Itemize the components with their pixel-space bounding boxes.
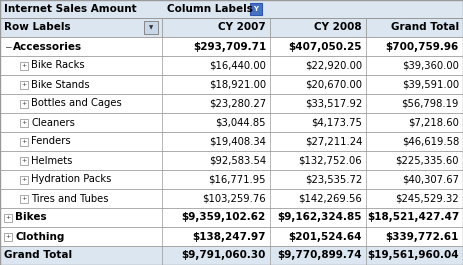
- Text: $40,307.67: $40,307.67: [402, 174, 459, 184]
- Text: +: +: [21, 139, 27, 144]
- Bar: [0, 113, 463, 132]
- Bar: [0, 56, 463, 75]
- Text: Helmets: Helmets: [31, 156, 72, 166]
- Text: $4,173.75: $4,173.75: [311, 117, 362, 127]
- Text: Column Labels: Column Labels: [167, 4, 253, 14]
- Bar: [0, 189, 463, 208]
- Text: +: +: [21, 63, 27, 68]
- Bar: [4, 214, 12, 222]
- Bar: [0, 208, 463, 227]
- Bar: [0, 170, 463, 189]
- Text: $3,044.85: $3,044.85: [215, 117, 266, 127]
- Text: Cleaners: Cleaners: [31, 117, 75, 127]
- Text: $39,591.00: $39,591.00: [402, 80, 459, 90]
- Text: +: +: [21, 158, 27, 163]
- Text: Tires and Tubes: Tires and Tubes: [31, 193, 108, 204]
- Text: $56,798.19: $56,798.19: [401, 99, 459, 108]
- Bar: [0, 227, 463, 246]
- Text: $9,359,102.62: $9,359,102.62: [182, 213, 266, 223]
- Text: $245,529.32: $245,529.32: [395, 193, 459, 204]
- Text: $27,211.24: $27,211.24: [305, 136, 362, 147]
- Text: +: +: [21, 120, 27, 125]
- Text: +: +: [6, 215, 11, 220]
- Text: CY 2007: CY 2007: [218, 23, 266, 33]
- Text: $9,791,060.30: $9,791,060.30: [181, 250, 266, 260]
- Text: Internet Sales Amount: Internet Sales Amount: [4, 4, 137, 14]
- Bar: [20, 81, 28, 89]
- Bar: [144, 21, 158, 34]
- Bar: [250, 3, 262, 15]
- Text: $23,280.27: $23,280.27: [209, 99, 266, 108]
- Bar: [20, 99, 28, 108]
- Text: Bottles and Cages: Bottles and Cages: [31, 99, 122, 108]
- Text: $132,752.06: $132,752.06: [298, 156, 362, 166]
- Text: Fenders: Fenders: [31, 136, 71, 147]
- Text: +: +: [21, 196, 27, 201]
- Text: Hydration Packs: Hydration Packs: [31, 174, 112, 184]
- Bar: [20, 157, 28, 165]
- Bar: [20, 61, 28, 69]
- Text: +: +: [21, 82, 27, 87]
- Bar: [20, 118, 28, 126]
- Bar: [4, 232, 12, 241]
- Text: $33,517.92: $33,517.92: [305, 99, 362, 108]
- Text: $9,770,899.74: $9,770,899.74: [277, 250, 362, 260]
- Text: Bike Stands: Bike Stands: [31, 80, 90, 90]
- Text: $16,440.00: $16,440.00: [209, 60, 266, 70]
- Text: $700,759.96: $700,759.96: [386, 42, 459, 51]
- Text: $293,709.71: $293,709.71: [193, 42, 266, 51]
- Text: $7,218.60: $7,218.60: [408, 117, 459, 127]
- Text: $16,771.95: $16,771.95: [208, 174, 266, 184]
- Text: $18,921.00: $18,921.00: [209, 80, 266, 90]
- Bar: [0, 246, 463, 265]
- Text: $339,772.61: $339,772.61: [386, 232, 459, 241]
- Text: $39,360.00: $39,360.00: [402, 60, 459, 70]
- Bar: [0, 0, 463, 18]
- Text: $23,535.72: $23,535.72: [305, 174, 362, 184]
- Text: $20,670.00: $20,670.00: [305, 80, 362, 90]
- Text: Grand Total: Grand Total: [4, 250, 72, 260]
- Text: $201,524.64: $201,524.64: [288, 232, 362, 241]
- Text: Accessories: Accessories: [13, 42, 82, 51]
- Text: +: +: [6, 234, 11, 239]
- Text: $19,408.34: $19,408.34: [209, 136, 266, 147]
- Text: $46,619.58: $46,619.58: [402, 136, 459, 147]
- Bar: [0, 37, 463, 56]
- Text: +: +: [21, 177, 27, 182]
- Text: +: +: [21, 101, 27, 106]
- Text: −: −: [4, 42, 12, 51]
- Bar: [0, 94, 463, 113]
- Text: $19,561,960.04: $19,561,960.04: [367, 250, 459, 260]
- Text: Bikes: Bikes: [15, 213, 47, 223]
- Bar: [0, 18, 463, 37]
- Text: $142,269.56: $142,269.56: [298, 193, 362, 204]
- Text: $103,259.76: $103,259.76: [202, 193, 266, 204]
- Text: ▼: ▼: [149, 25, 153, 30]
- Text: $18,521,427.47: $18,521,427.47: [367, 213, 459, 223]
- Text: $22,920.00: $22,920.00: [305, 60, 362, 70]
- Bar: [20, 138, 28, 145]
- Text: $225,335.60: $225,335.60: [395, 156, 459, 166]
- Bar: [20, 175, 28, 183]
- Bar: [0, 151, 463, 170]
- Text: Row Labels: Row Labels: [4, 23, 71, 33]
- Text: $138,247.97: $138,247.97: [193, 232, 266, 241]
- Text: $407,050.25: $407,050.25: [288, 42, 362, 51]
- Text: Bike Racks: Bike Racks: [31, 60, 85, 70]
- Text: $9,162,324.85: $9,162,324.85: [277, 213, 362, 223]
- Bar: [20, 195, 28, 202]
- Bar: [0, 75, 463, 94]
- Text: CY 2008: CY 2008: [314, 23, 362, 33]
- Text: Clothing: Clothing: [15, 232, 64, 241]
- Text: Grand Total: Grand Total: [391, 23, 459, 33]
- Bar: [0, 132, 463, 151]
- Text: $92,583.54: $92,583.54: [209, 156, 266, 166]
- Text: Y: Y: [254, 6, 258, 12]
